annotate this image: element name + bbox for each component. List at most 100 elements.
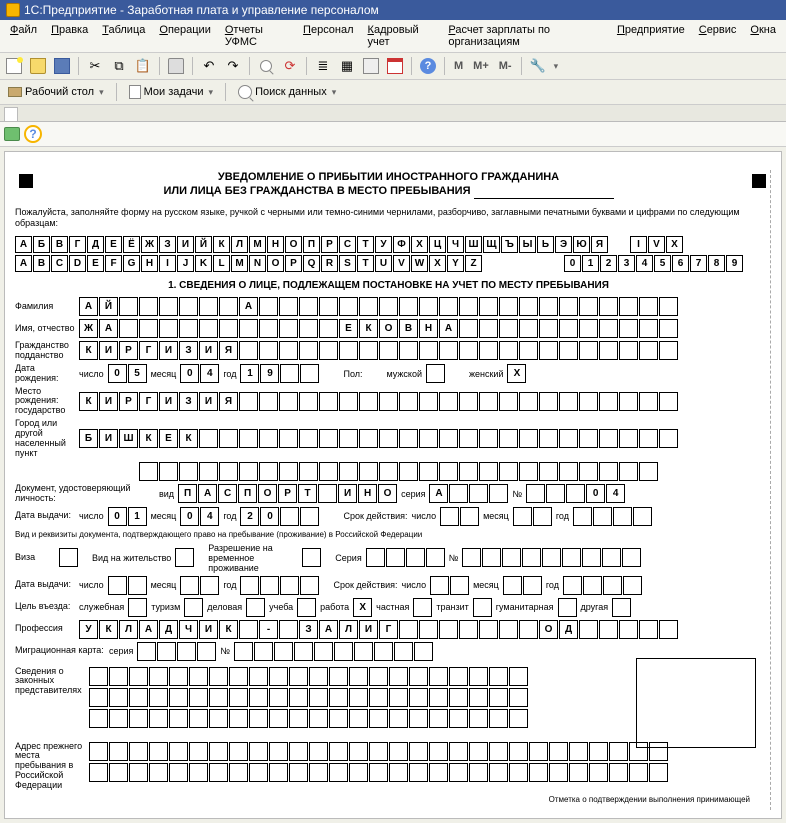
input-cell[interactable]: Е	[159, 429, 178, 448]
input-cell[interactable]	[639, 341, 658, 360]
input-cell[interactable]	[302, 548, 321, 567]
input-cell[interactable]	[414, 642, 433, 661]
input-cell[interactable]: 4	[200, 364, 219, 383]
input-cell[interactable]	[399, 620, 418, 639]
print-icon[interactable]	[166, 56, 186, 76]
input-cell[interactable]	[389, 709, 408, 728]
document-tab[interactable]	[4, 107, 18, 121]
input-cell[interactable]: Н	[419, 319, 438, 338]
input-cell[interactable]	[189, 742, 208, 761]
input-cell[interactable]	[239, 392, 258, 411]
input-cell[interactable]	[354, 642, 373, 661]
input-cell[interactable]	[240, 576, 259, 595]
input-cell[interactable]	[659, 429, 678, 448]
input-cell[interactable]	[299, 297, 318, 316]
input-cell[interactable]: А	[429, 484, 448, 503]
input-cell[interactable]	[260, 576, 279, 595]
input-cell[interactable]	[629, 763, 648, 782]
input-cell[interactable]	[184, 598, 203, 617]
input-cell[interactable]	[583, 576, 602, 595]
input-cell[interactable]: И	[99, 392, 118, 411]
input-cell[interactable]	[109, 763, 128, 782]
input-cell[interactable]	[549, 742, 568, 761]
input-cell[interactable]	[559, 462, 578, 481]
input-cell[interactable]	[649, 763, 668, 782]
input-cell[interactable]	[539, 462, 558, 481]
input-cell[interactable]	[179, 297, 198, 316]
input-cell[interactable]	[519, 319, 538, 338]
input-cell[interactable]	[419, 429, 438, 448]
input-cell[interactable]	[509, 709, 528, 728]
input-cell[interactable]	[159, 319, 178, 338]
input-cell[interactable]: Г	[139, 341, 158, 360]
input-cell[interactable]	[369, 763, 388, 782]
input-cell[interactable]	[440, 507, 459, 526]
input-cell[interactable]	[309, 688, 328, 707]
redo-icon[interactable]: ↷	[223, 56, 243, 76]
input-cell[interactable]	[349, 709, 368, 728]
input-cell[interactable]	[469, 484, 488, 503]
menu-4[interactable]: Отчеты УФМС	[219, 22, 295, 50]
input-cell[interactable]	[279, 319, 298, 338]
input-cell[interactable]: 4	[606, 484, 625, 503]
input-cell[interactable]	[89, 742, 108, 761]
menu-7[interactable]: Расчет зарплаты по организациям	[442, 22, 609, 50]
input-cell[interactable]	[379, 392, 398, 411]
input-cell[interactable]	[329, 667, 348, 686]
input-cell[interactable]	[359, 341, 378, 360]
input-cell[interactable]	[139, 297, 158, 316]
input-cell[interactable]	[299, 429, 318, 448]
input-cell[interactable]	[639, 462, 658, 481]
input-cell[interactable]	[399, 392, 418, 411]
input-cell[interactable]	[539, 297, 558, 316]
purpose-work-cell[interactable]: X	[353, 598, 372, 617]
input-cell[interactable]	[259, 429, 278, 448]
input-cell[interactable]	[499, 462, 518, 481]
input-cell[interactable]	[389, 688, 408, 707]
input-cell[interactable]	[479, 462, 498, 481]
input-cell[interactable]: К	[99, 620, 118, 639]
input-cell[interactable]	[157, 642, 176, 661]
input-cell[interactable]: Д	[559, 620, 578, 639]
input-cell[interactable]	[459, 462, 478, 481]
input-cell[interactable]: Л	[339, 620, 358, 639]
input-cell[interactable]	[599, 392, 618, 411]
copy-icon[interactable]: ⧉	[109, 56, 129, 76]
input-cell[interactable]	[409, 667, 428, 686]
input-cell[interactable]	[209, 742, 228, 761]
input-cell[interactable]	[469, 709, 488, 728]
input-cell[interactable]	[619, 392, 638, 411]
input-cell[interactable]	[269, 688, 288, 707]
input-cell[interactable]	[526, 484, 545, 503]
input-cell[interactable]	[399, 341, 418, 360]
memory-mplus[interactable]: M+	[470, 60, 492, 72]
input-cell[interactable]: П	[238, 484, 257, 503]
input-cell[interactable]	[459, 319, 478, 338]
input-cell[interactable]	[569, 742, 588, 761]
input-cell[interactable]	[366, 548, 385, 567]
input-cell[interactable]	[473, 598, 492, 617]
input-cell[interactable]	[439, 297, 458, 316]
input-cell[interactable]	[559, 297, 578, 316]
input-cell[interactable]: И	[199, 341, 218, 360]
input-cell[interactable]	[489, 763, 508, 782]
input-cell[interactable]	[229, 688, 248, 707]
input-cell[interactable]	[209, 688, 228, 707]
input-cell[interactable]	[449, 667, 468, 686]
input-cell[interactable]	[503, 576, 522, 595]
input-cell[interactable]: 0	[180, 364, 199, 383]
sex-female-cell[interactable]: X	[507, 364, 526, 383]
input-cell[interactable]	[519, 429, 538, 448]
input-cell[interactable]	[419, 462, 438, 481]
input-cell[interactable]	[539, 429, 558, 448]
input-cell[interactable]: И	[359, 620, 378, 639]
input-cell[interactable]	[109, 709, 128, 728]
settings-icon[interactable]: 🔧	[528, 56, 548, 76]
input-cell[interactable]	[89, 763, 108, 782]
input-cell[interactable]: У	[79, 620, 98, 639]
input-cell[interactable]	[249, 709, 268, 728]
input-cell[interactable]	[479, 319, 498, 338]
input-cell[interactable]	[439, 429, 458, 448]
input-cell[interactable]	[269, 742, 288, 761]
input-cell[interactable]	[239, 341, 258, 360]
